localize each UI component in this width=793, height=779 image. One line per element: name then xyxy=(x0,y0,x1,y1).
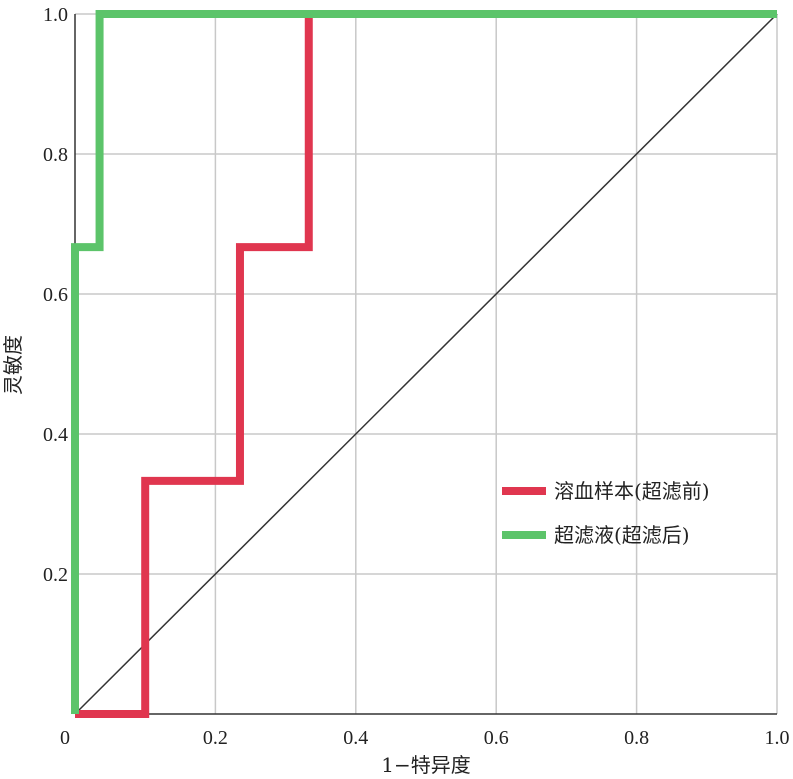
y-tick-label: 0.6 xyxy=(43,284,68,306)
tick-labels: 0 0.2 0.4 0.6 0.8 1.0 0.2 0.4 0.6 0.8 1.0 xyxy=(43,4,790,749)
y-tick-label: 0.4 xyxy=(43,424,68,446)
series-line-0 xyxy=(75,10,777,718)
legend: 溶血样本(超滤前) 超滤液(超滤后) xyxy=(502,479,710,547)
x-tick-label: 1.0 xyxy=(765,727,790,749)
y-tick-label: 0.2 xyxy=(43,564,68,586)
y-tick-label: 0.8 xyxy=(43,144,68,166)
diagonal-reference-line xyxy=(74,13,778,715)
x-axis-title: 1−特异度 xyxy=(381,753,470,777)
y-tick-label: 1.0 xyxy=(43,4,68,26)
legend-label-hemolyzed: 溶血样本(超滤前) xyxy=(554,479,710,503)
x-tick-label: 0.2 xyxy=(203,727,228,749)
series-line-1 xyxy=(71,10,777,714)
x-tick-label: 0.6 xyxy=(484,727,509,749)
series-group xyxy=(71,10,777,718)
reference-line xyxy=(74,13,778,715)
x-tick-label: 0.8 xyxy=(624,727,649,749)
y-axis-title: 灵敏度 xyxy=(1,335,25,395)
x-tick-label: 0.4 xyxy=(343,727,368,749)
legend-label-ultrafiltrate: 超滤液(超滤后) xyxy=(554,523,690,547)
x-tick-label: 0 xyxy=(60,727,70,749)
